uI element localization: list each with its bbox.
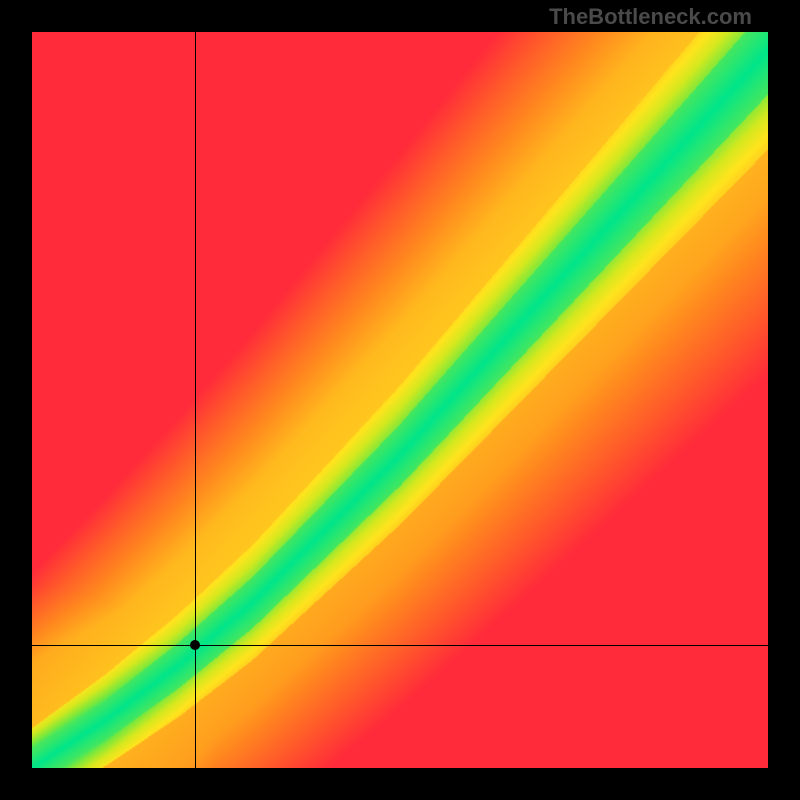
crosshair-vertical [195,32,196,768]
bottleneck-heatmap [32,32,768,768]
plot-area [32,32,768,768]
watermark-text: TheBottleneck.com [549,4,752,30]
crosshair-horizontal [32,645,768,646]
selected-point [190,640,200,650]
